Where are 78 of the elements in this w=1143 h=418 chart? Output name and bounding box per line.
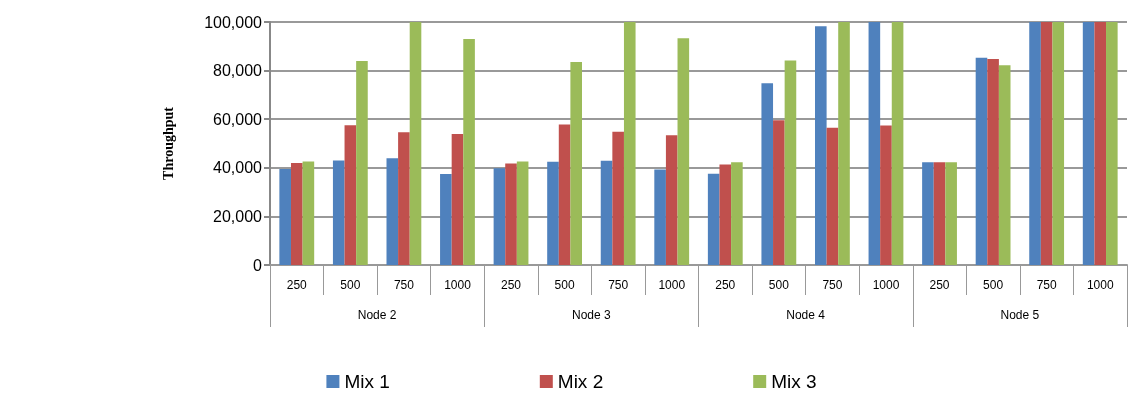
bar [1106,22,1118,265]
text: Node 5 [1000,308,1040,322]
bar [558,124,571,265]
y-tick-label: 40,000 [213,159,263,177]
bar [731,162,743,265]
bar [1040,22,1053,265]
bar [516,161,529,265]
bar [332,160,345,265]
x-tick-label: 250 [286,278,308,292]
x-tick-label: 250 [501,278,522,292]
bar [463,39,475,265]
y-axis-title: Throughput [160,106,176,180]
y-tick-label: 20,000 [213,207,263,225]
bar [891,22,904,265]
bar [868,22,881,265]
bar [998,65,1011,265]
bar [290,162,303,265]
bar [440,173,452,265]
bar [451,134,464,265]
bar [773,120,785,265]
bar [761,83,774,265]
x-tick-label: 500 [768,278,790,292]
bar [547,161,559,265]
bar [386,158,399,265]
bar [1029,22,1041,265]
x-tick-label: 500 [340,278,361,292]
bar [623,22,636,265]
bar [784,60,797,265]
x-tick-label: 750 [393,278,415,292]
y-tick-label: 0 [253,256,263,274]
bar [987,58,999,265]
x-tick-label: 750 [608,278,629,292]
x-tick-label: 1000 [1086,278,1114,292]
y-tick-label: 60,000 [213,110,263,128]
x-tick-label: 250 [929,278,950,292]
bar [1094,22,1107,265]
bar [654,169,666,265]
bar [344,125,357,265]
text: Node 2 [357,308,397,322]
bar [922,162,934,265]
text: Node 3 [572,308,612,322]
bar [356,60,368,265]
bar [880,125,892,265]
legend-label: Mix 3 [771,371,817,392]
legend-label: Mix 2 [557,371,604,392]
bar [815,26,827,265]
bar [945,162,957,265]
bar [612,131,624,265]
x-tick-label: 1000 [658,278,686,292]
y-tick-label: 80,000 [213,62,263,80]
bar [600,160,613,265]
bar [975,57,988,265]
text: Node 4 [786,308,826,322]
bar [826,127,839,265]
bar [719,164,732,265]
bar [1082,22,1095,265]
bar [398,132,410,265]
x-tick-label: 1000 [872,278,900,292]
bar [493,168,506,265]
bar [409,22,422,265]
bar [838,22,850,265]
x-tick-label: 750 [822,278,843,292]
bar [933,162,946,265]
bar [505,163,517,265]
x-tick-label: 500 [983,278,1004,292]
y-tick-label: 100,000 [204,13,263,31]
legend-label: Mix 1 [344,371,390,392]
bar [1052,22,1065,265]
x-tick-label: 750 [1036,278,1057,292]
bar [302,161,315,265]
x-tick-label: 250 [715,278,736,292]
bar [707,173,720,265]
bar [665,135,678,265]
bar [279,169,291,265]
x-tick-label: 1000 [444,278,472,292]
bar [570,62,582,265]
bar [677,38,690,265]
x-tick-label: 500 [554,278,575,292]
